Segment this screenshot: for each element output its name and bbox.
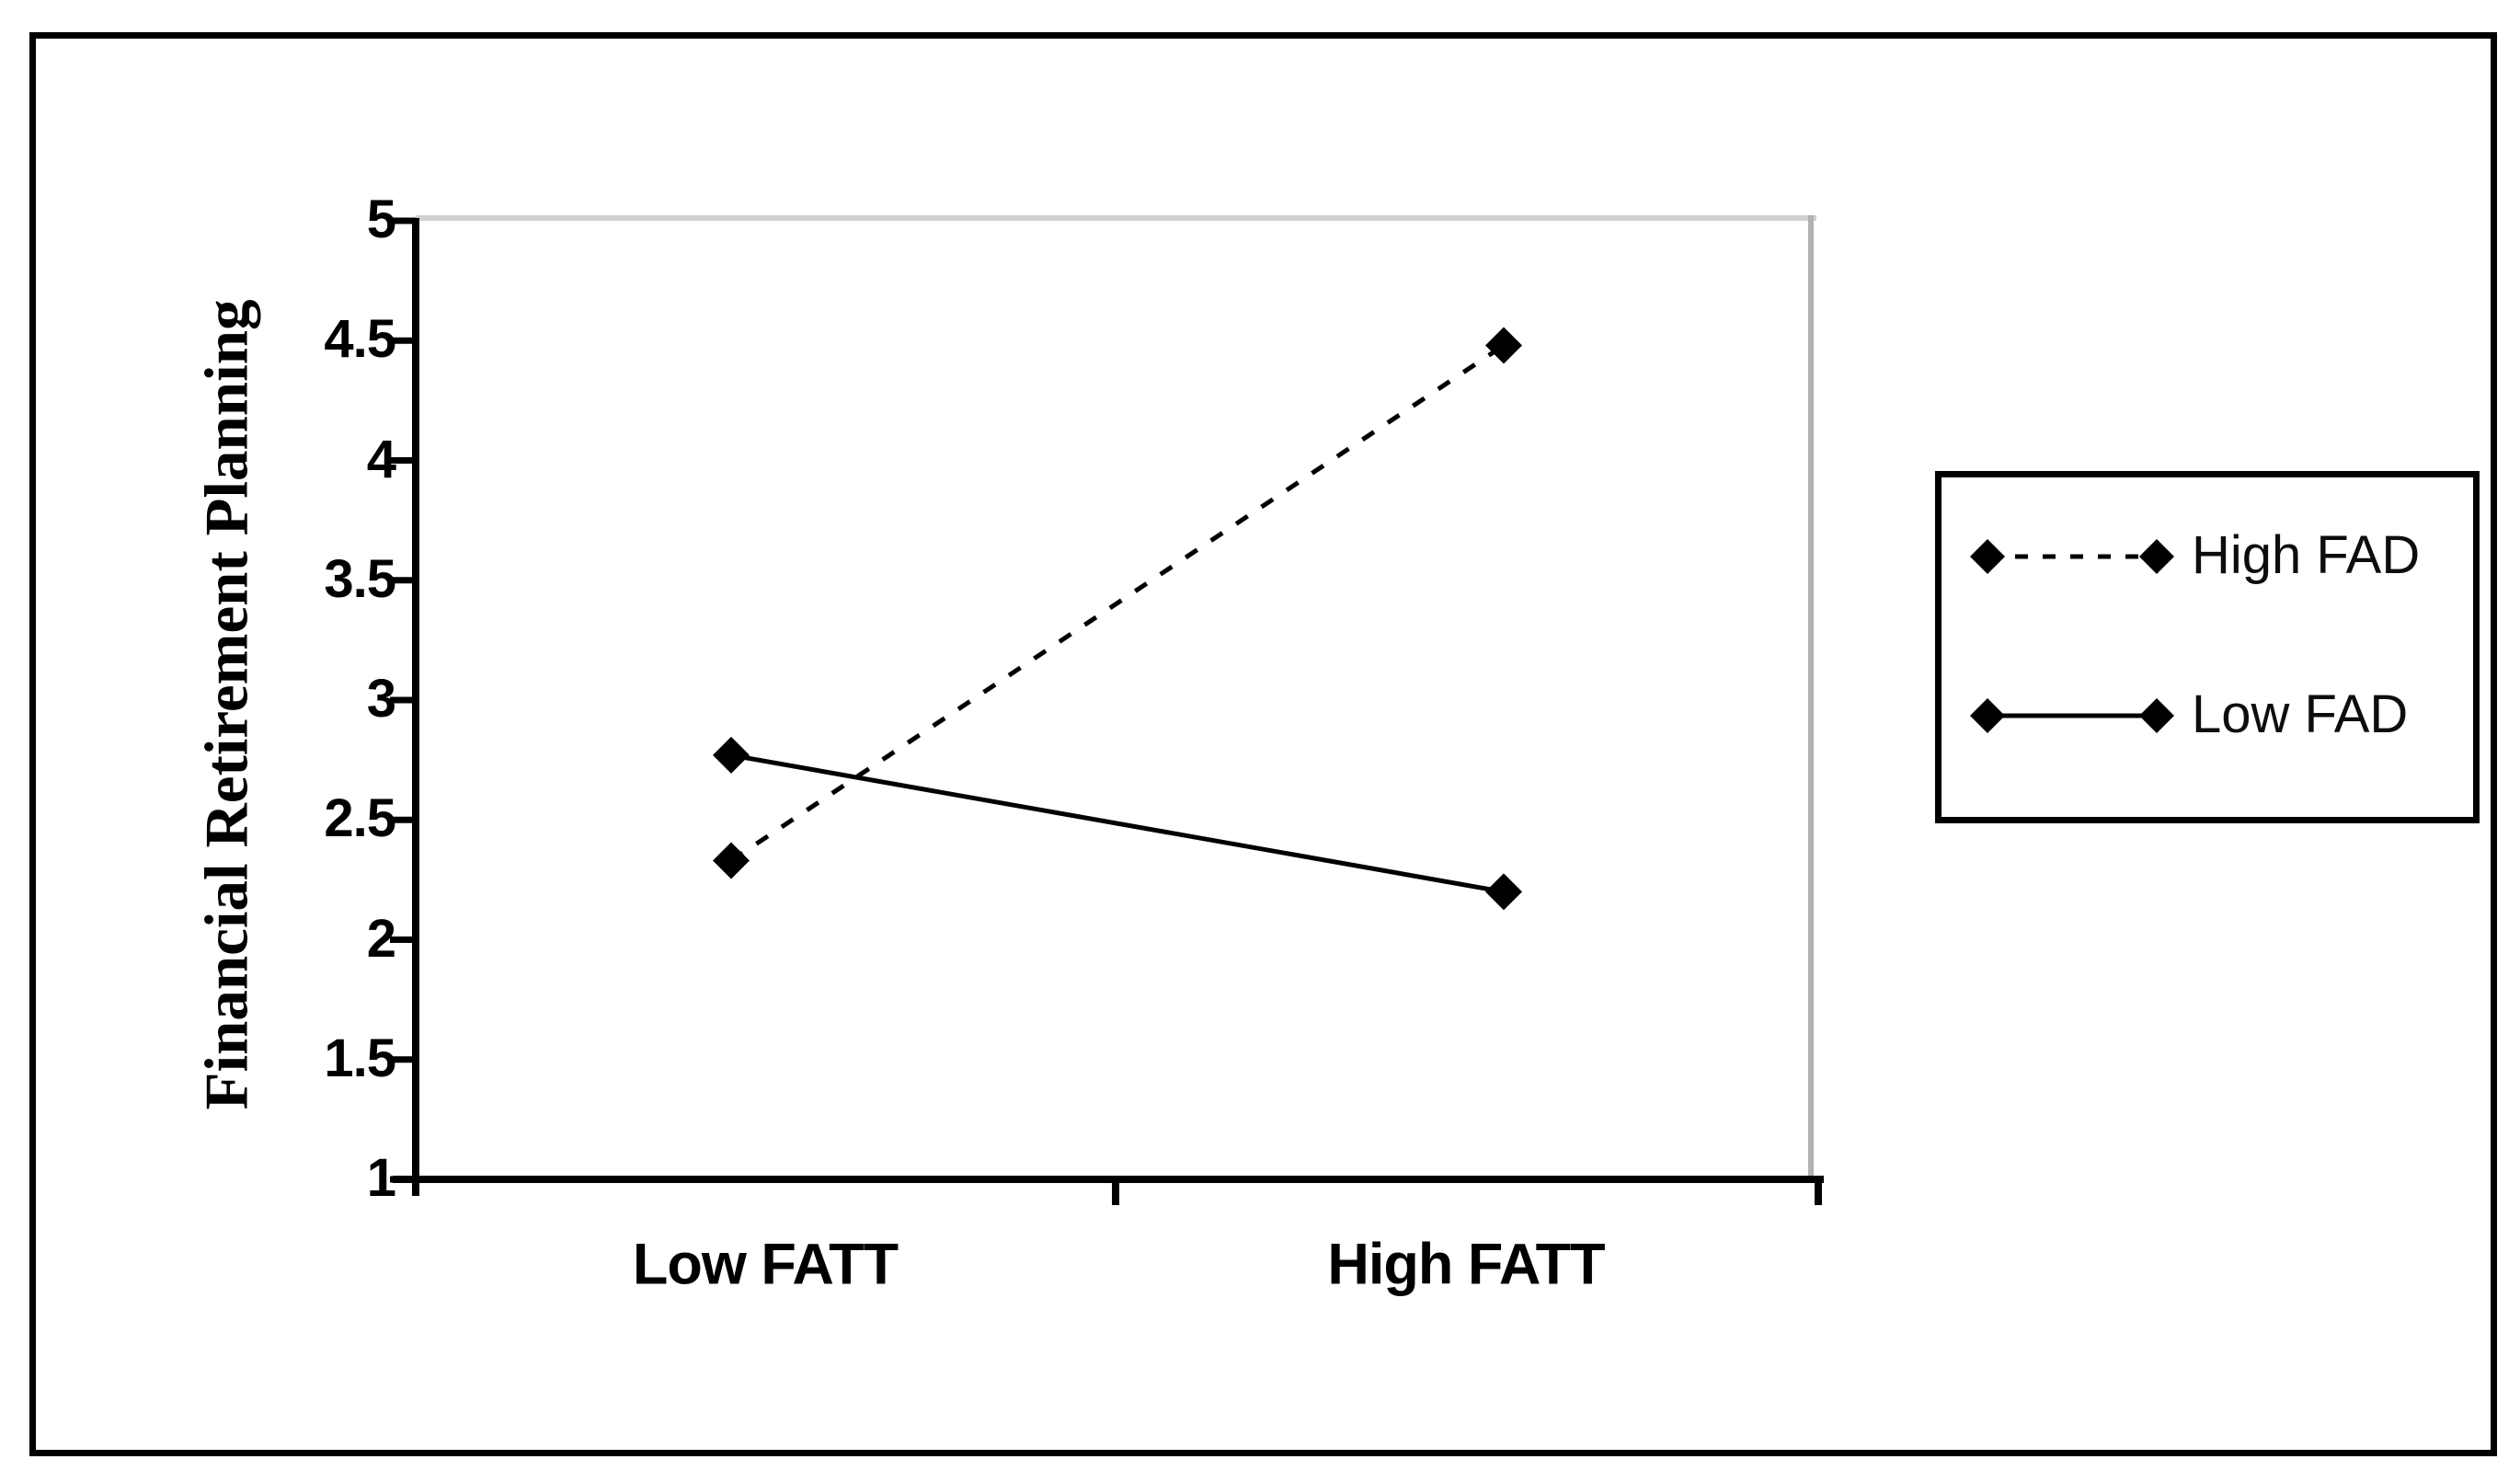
y-tick-label: 2 [366,908,396,969]
x-category-label: High FATT [1327,1232,1605,1297]
y-tick-label: 2.5 [324,788,396,849]
legend-sample-solid-line [1970,698,2174,733]
legend-label: High FAD [2192,524,2421,585]
y-tick-label: 3 [366,668,396,729]
legend-marker-diamond [2139,698,2174,733]
legend-box: High FAD Low FAD [1935,471,2480,823]
marker-low-fad [713,736,750,774]
legend-marker-diamond [1970,698,2005,733]
y-tick-label: 5 [366,189,396,249]
y-tick-label: 3.5 [324,548,396,609]
series-line-low-fad [730,752,1505,894]
marker-high-fad [713,842,750,879]
y-tick-label: 4.5 [324,309,396,370]
y-axis-title: Financial Retirement Planning [192,299,261,1110]
figure-border [29,32,2497,1456]
y-tick-label: 4 [366,429,396,489]
legend-sample-dashed-line [1970,539,2174,574]
x-category-label: Low FATT [632,1232,899,1297]
legend-marker-diamond [2139,539,2174,574]
y-tick-label: 1 [366,1147,396,1208]
y-tick-label: 1.5 [324,1028,396,1088]
series-line-high-fad [729,343,1506,863]
marker-high-fad [1485,327,1522,364]
legend-marker-diamond [1970,539,2005,574]
legend-label: Low FAD [2192,684,2409,744]
marker-low-fad [1485,873,1522,911]
